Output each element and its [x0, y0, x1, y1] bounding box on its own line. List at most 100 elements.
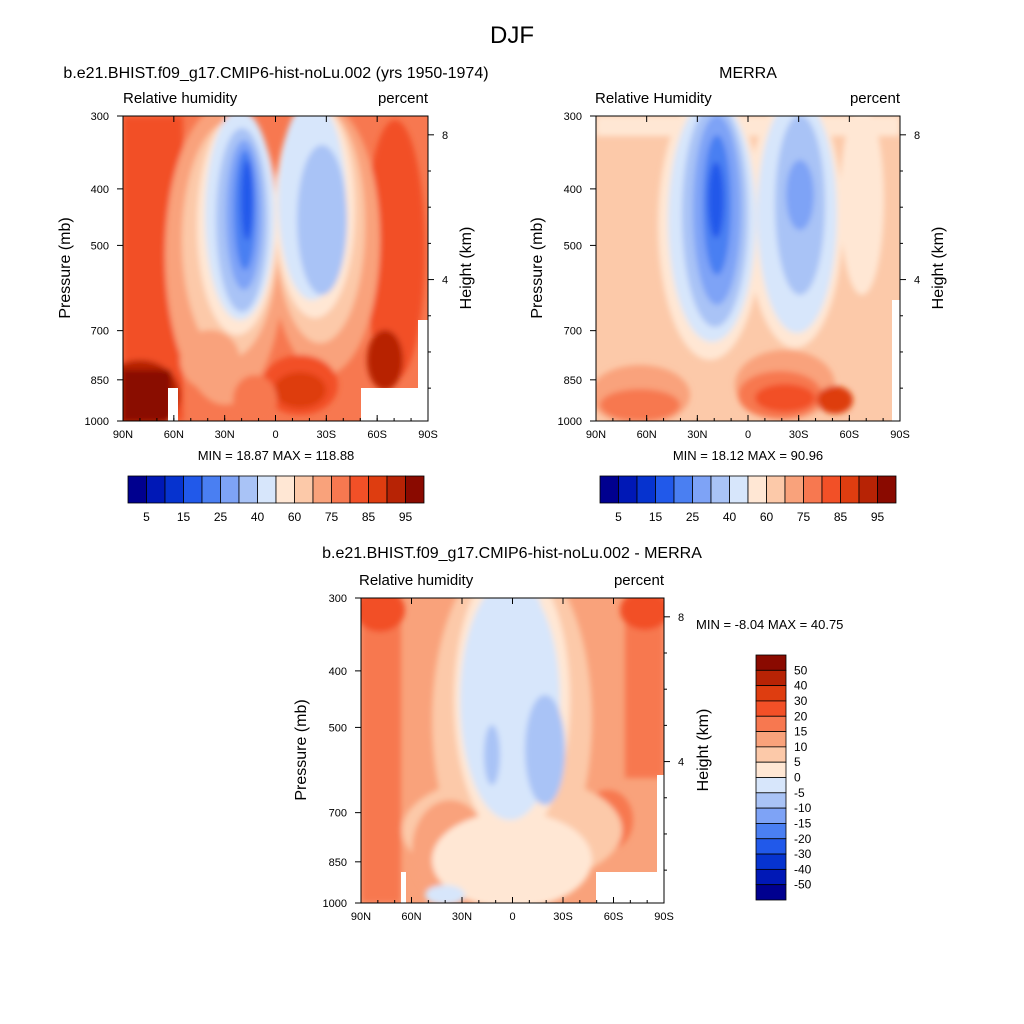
- panel-model-colorbar-box: [312, 475, 332, 504]
- page-title: DJF: [490, 22, 534, 49]
- panel-merra-colorbar-label: 15: [649, 510, 663, 524]
- panel-model-right-string: percent: [378, 90, 429, 107]
- panel-diff-ytick-label: 700: [329, 808, 347, 820]
- panel-diff-colorbar-box: [755, 838, 787, 855]
- panel-diff-colorbar-label: -30: [794, 847, 812, 861]
- panel-merra-ytick-label: 1000: [558, 416, 582, 428]
- panel-model-xtick-label: 60N: [164, 429, 184, 441]
- panel-diff-colorbar-box: [755, 700, 787, 717]
- panel-diff-colorbar-box: [755, 669, 787, 687]
- panel-merra-colorbar-label: 85: [834, 510, 848, 524]
- panel-model-colorbar-box: [275, 475, 295, 504]
- panel-merra-colorbar-box: [858, 475, 878, 504]
- panel-diff-ytick-label: 300: [329, 593, 347, 605]
- panel-model-xtick-label: 30N: [215, 429, 235, 441]
- panel-diff-colorbar-label: -10: [794, 801, 812, 815]
- panel-diff-ytick-label: 850: [329, 857, 347, 869]
- panel-model-ytick-right-label: 4: [442, 275, 448, 287]
- panel-model-colorbar-label: 85: [362, 510, 376, 524]
- panel-model-ytick-label: 850: [91, 375, 109, 387]
- panel-model-colorbar-box: [257, 475, 277, 504]
- panel-model-colorbar-box: [146, 475, 166, 504]
- panel-diff-colorbar-box: [755, 853, 787, 870]
- panel-model-xtick-label: 90N: [113, 429, 133, 441]
- panel-model: b.e21.BHIST.f09_g17.CMIP6-hist-noLu.002 …: [57, 65, 489, 524]
- panel-diff-xtick-label: 60S: [604, 911, 624, 923]
- panel-merra-colorbar-box: [747, 475, 767, 504]
- panel-merra-ytick-right-label: 4: [914, 275, 920, 287]
- panel-model-colorbar-label: 25: [214, 510, 228, 524]
- panel-model-colorbar-label: 60: [288, 510, 302, 524]
- panel-diff-colorbar-label: 30: [794, 694, 808, 708]
- panel-merra-colorbar-box: [655, 475, 675, 504]
- panel-merra-field: [596, 116, 900, 421]
- panel-merra-ytick-label: 850: [564, 375, 582, 387]
- panel-diff-xtick-label: 90N: [351, 911, 371, 923]
- panel-merra-frame: 90N 60N 30N 0 30S 60S 90S 300 400 500 700 850 1000 8 4: [558, 111, 921, 441]
- panel-diff-colorbar-box: [755, 685, 787, 702]
- panel-model-colorbar-box: [201, 475, 221, 504]
- panel-model-ytick-right-label: 8: [442, 130, 448, 142]
- panel-merra-colorbar-label: 95: [871, 510, 885, 524]
- panel-merra-ytick-label: 400: [564, 184, 582, 196]
- panel-merra-xtick-label: 60N: [637, 429, 657, 441]
- panel-diff: b.e21.BHIST.f09_g17.CMIP6-hist-noLu.002 …: [293, 545, 843, 923]
- panel-merra-colorbar-box: [877, 475, 897, 504]
- panel-diff-colorbar-label: -15: [794, 816, 812, 830]
- panel-merra-colorbar-box: [729, 475, 749, 504]
- panel-model-colorbar-box: [183, 475, 203, 504]
- panel-model-ylabel: Pressure (mb): [57, 217, 74, 318]
- panel-diff-colorbar-box: [755, 807, 787, 824]
- panel-diff-colorbar-box: [755, 654, 787, 671]
- panel-merra-colorbar-box: [636, 475, 656, 504]
- panel-merra-colorbar: 5 15 25 40 60 75 85 95: [599, 475, 897, 524]
- panel-diff-colorbar-label: -20: [794, 832, 812, 846]
- panel-model-colorbar-box: [405, 475, 425, 504]
- panel-model-colorbar-box: [368, 475, 388, 504]
- panel-model-xtick-label: 0: [272, 429, 278, 441]
- panel-model-colorbar-label: 5: [143, 510, 150, 524]
- panel-model-ytick-label: 500: [91, 240, 109, 252]
- panel-diff-xtick-label: 60N: [401, 911, 421, 923]
- panel-merra-ytick-right-label: 8: [914, 130, 920, 142]
- panel-model-minmax: MIN = 18.87 MAX = 118.88: [198, 448, 355, 463]
- panel-diff-ytick-label: 400: [329, 666, 347, 678]
- panel-merra-ytick-label: 500: [564, 240, 582, 252]
- panel-model-left-string: Relative humidity: [123, 90, 238, 107]
- panel-model-frame: 90N 60N 30N 0 30S 60S 90S 300 400 500 700 850 1000 8 4: [85, 111, 449, 441]
- panel-model-colorbar-box: [164, 475, 184, 504]
- panel-diff-colorbar-box: [755, 884, 787, 901]
- panel-model-colorbar-label: 15: [177, 510, 191, 524]
- panel-diff-xtick-label: 90S: [654, 911, 674, 923]
- panel-model-colorbar-box: [238, 475, 258, 504]
- panel-model-colorbar-label: 75: [325, 510, 339, 524]
- panel-model-colorbar-label: 95: [399, 510, 413, 524]
- panel-diff-frame: 90N 60N 30N 0 30S 60S 90S 300 400 500 700 850 1000 8 4: [323, 593, 685, 923]
- panel-diff-ytick-label: 1000: [323, 898, 347, 910]
- panel-model-colorbar-box: [349, 475, 369, 504]
- panel-diff-colorbar-box: [755, 868, 787, 886]
- panel-diff-xtick-label: 30S: [553, 911, 573, 923]
- panel-diff-colorbar-box: [755, 746, 787, 763]
- panel-model-field: [123, 116, 428, 421]
- panel-model-ytick-label: 700: [91, 326, 109, 338]
- panel-diff-colorbar-box: [755, 715, 787, 732]
- panel-model-xtick-label: 30S: [317, 429, 337, 441]
- panel-merra-colorbar-box: [803, 475, 823, 504]
- panel-diff-colorbar-label: 15: [794, 725, 808, 739]
- panel-diff-colorbar-label: 5: [794, 755, 801, 769]
- panel-diff-colorbar-box: [755, 731, 787, 748]
- panel-diff-colorbar-label: 40: [794, 679, 808, 693]
- panel-merra-colorbar-label: 60: [760, 510, 774, 524]
- panel-merra-colorbar-box: [766, 475, 786, 504]
- panel-diff-colorbar-label: 20: [794, 709, 808, 723]
- panel-merra-xtick-label: 60S: [840, 429, 860, 441]
- panel-merra-colorbar-box: [784, 475, 804, 504]
- panel-diff-ytick-right-label: 8: [678, 612, 684, 624]
- panel-model-ytick-label: 300: [91, 111, 109, 123]
- panel-merra-colorbar-box: [840, 475, 860, 504]
- panel-diff-colorbar-label: 10: [794, 740, 808, 754]
- panel-merra-xtick-label: 30S: [789, 429, 809, 441]
- panel-merra-colorbar-label: 25: [686, 510, 700, 524]
